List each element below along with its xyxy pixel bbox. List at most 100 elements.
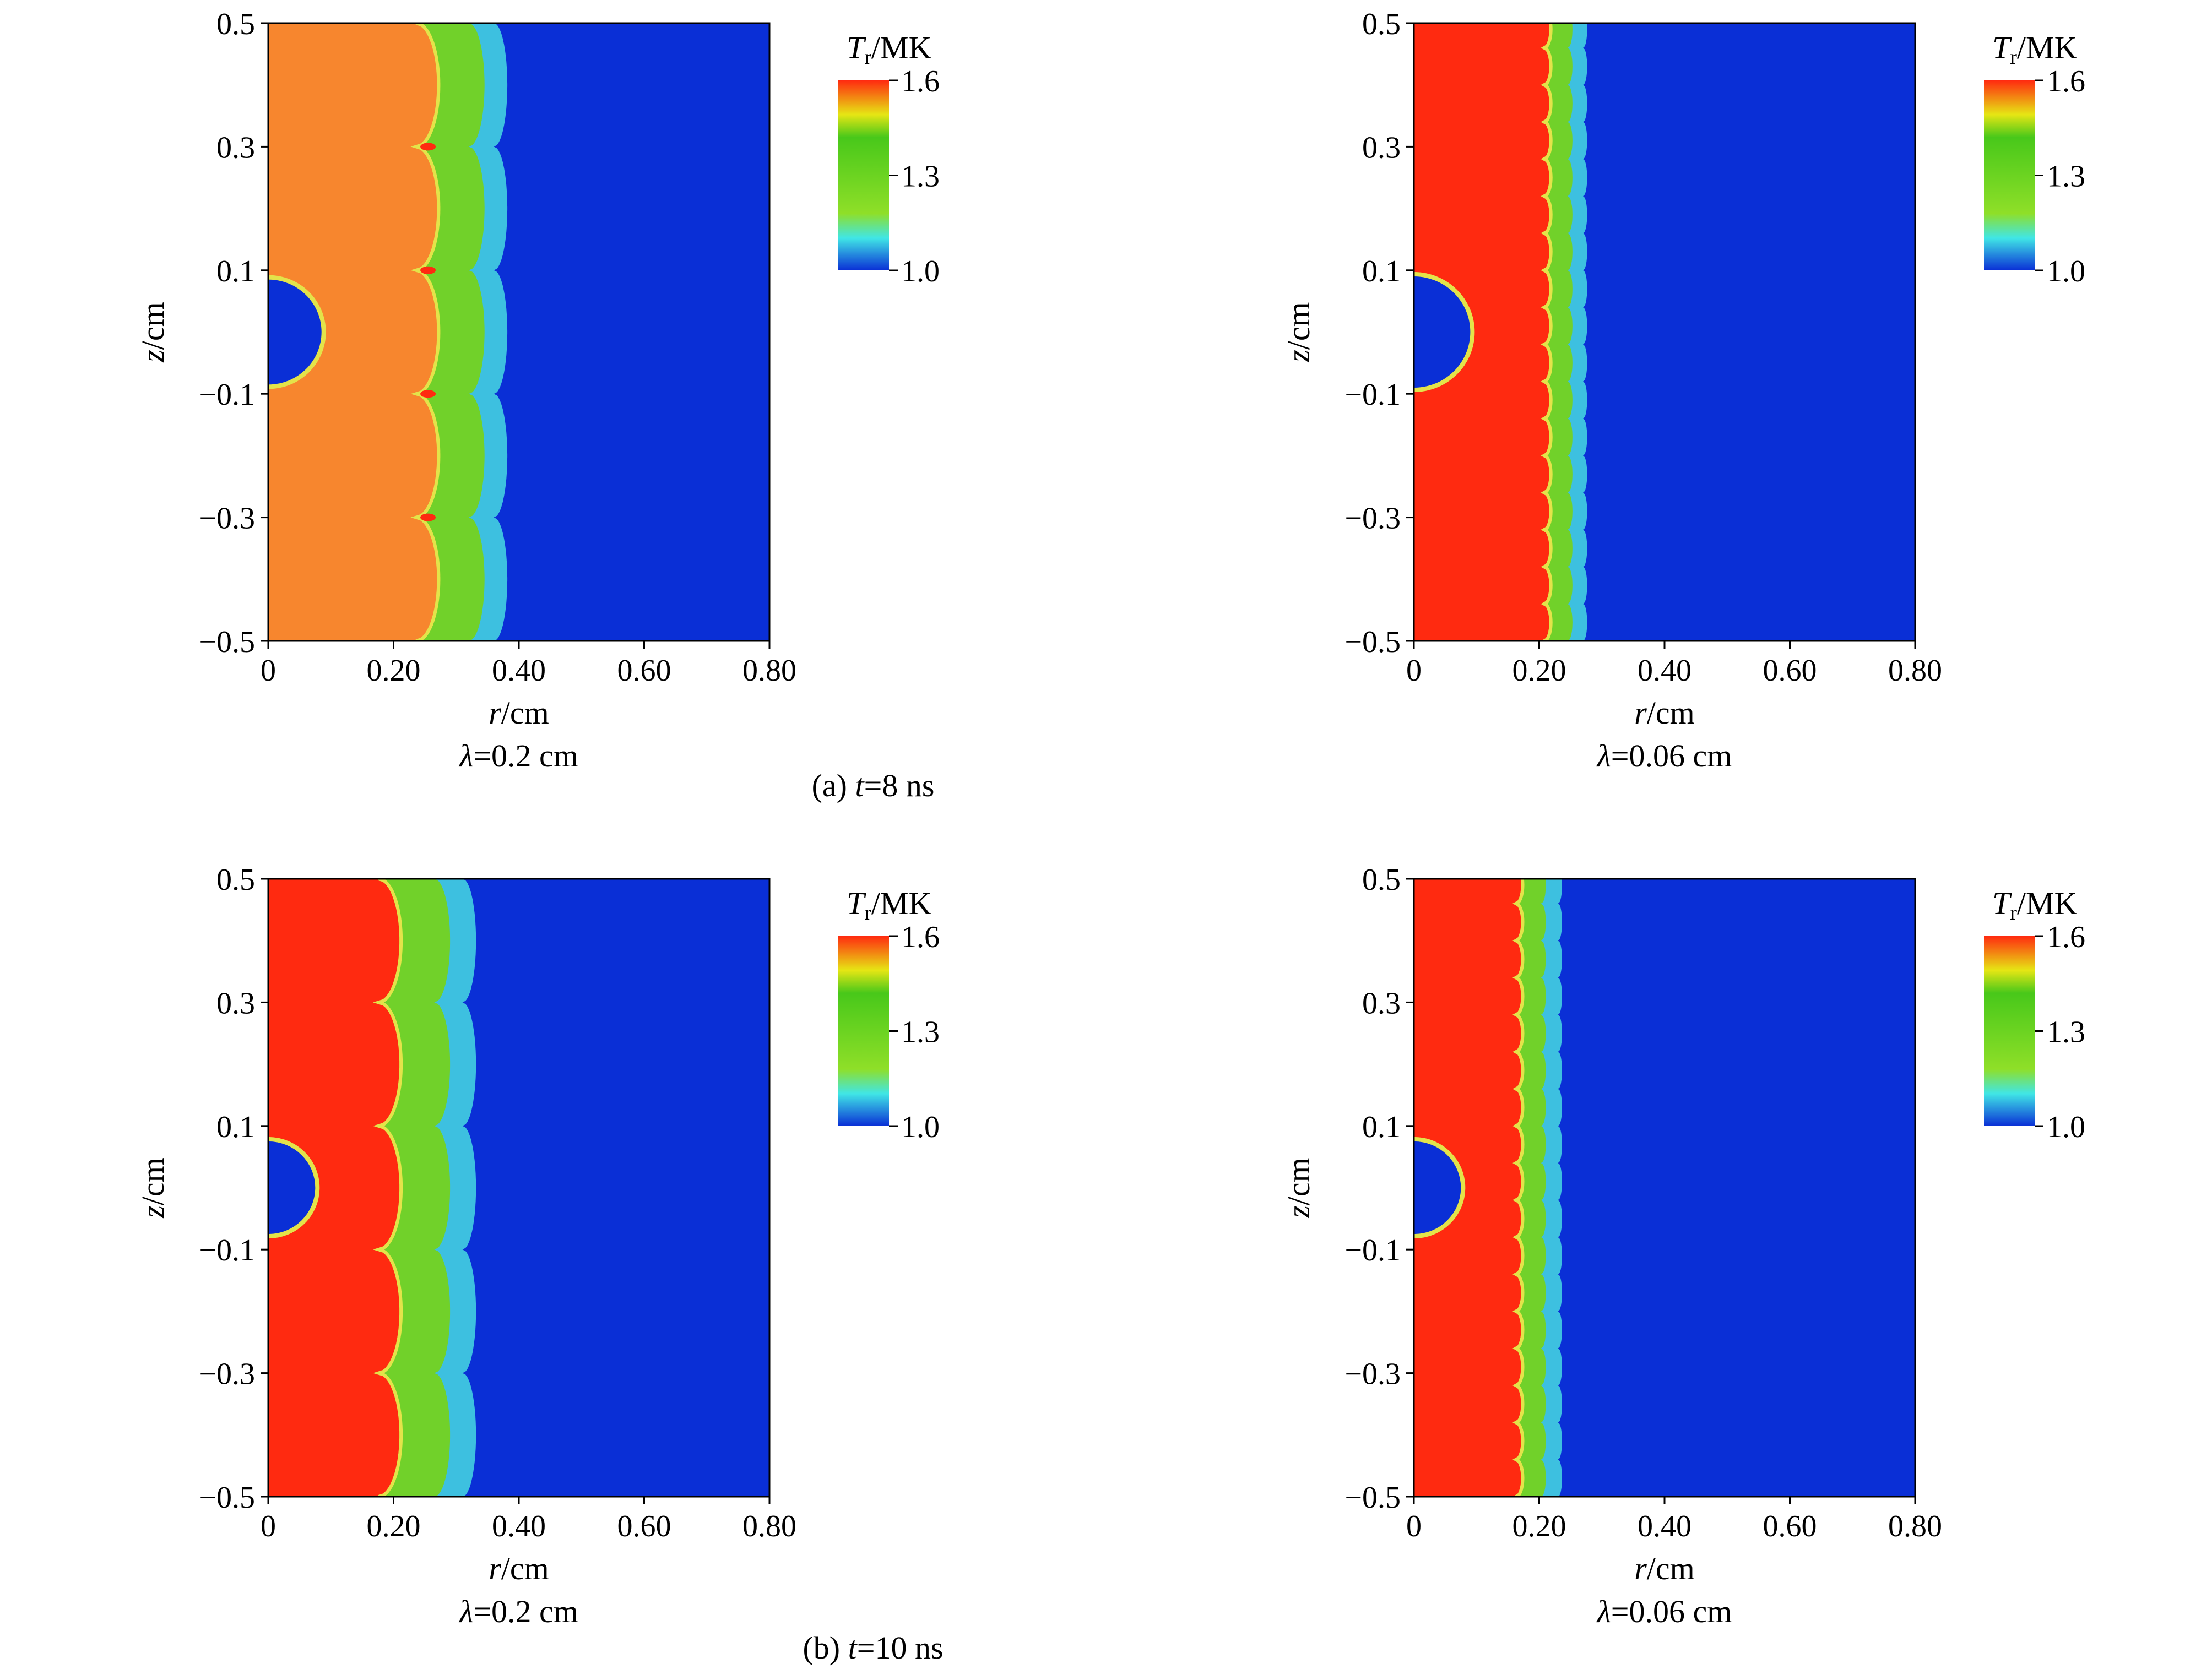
panel-b-right: 0 0.20 0.40 0.60 0.80 0.5 0.3 0.1 −0.1 −0.3 −0.5 r/… (1281, 863, 2085, 1629)
y-axis-label: z/cm (135, 1157, 171, 1219)
lambda-label: λ=0.2 cm (458, 1594, 578, 1629)
colorbar-tick-label: 1.3 (901, 160, 940, 194)
caption-a: (a) t=8 ns (812, 768, 935, 803)
colorbar-tick-label: 1.6 (2047, 64, 2085, 99)
colorbar-tick-label: 1.6 (2047, 920, 2085, 954)
y-tick-label: −0.1 (199, 1233, 255, 1268)
plot-area (1414, 23, 1915, 641)
y-tick-label: −0.1 (199, 378, 255, 412)
y-tick-label: −0.5 (199, 1481, 255, 1515)
y-tick-label: 0.3 (216, 131, 255, 165)
y-tick-label: −0.5 (1344, 625, 1401, 659)
y-tick-label: 0.5 (1362, 7, 1401, 41)
x-tick-label: 0.60 (617, 1509, 671, 1543)
lambda-label: λ=0.06 cm (1596, 738, 1732, 774)
inclusion (268, 1141, 316, 1235)
y-tick-label: 0.1 (216, 1110, 255, 1144)
hot-spot (420, 390, 436, 398)
x-axis-label: r/cm (489, 1551, 549, 1586)
x-tick-label: 0.80 (1888, 1509, 1942, 1543)
panel-b-left: 0 0.20 0.40 0.60 0.80 0.5 0.3 0.1 −0.1 −0.3 −0.5 r/… (135, 863, 940, 1629)
panels: 0 0.20 0.40 0.60 0.80 0.5 0.3 0.1 −0.1 −0.3 −0.5 r/… (135, 7, 2085, 1629)
x-tick-label: 0.40 (1638, 654, 1691, 688)
plot-area (268, 23, 769, 641)
colorbar-tick-label: 1.3 (901, 1015, 940, 1050)
x-tick-label: 0.80 (742, 654, 796, 688)
x-tick-label: 0.20 (367, 1509, 421, 1543)
x-axis-label: r/cm (1634, 1551, 1695, 1586)
colorbar-tick-label: 1.0 (901, 1110, 940, 1144)
x-tick-label: 0.80 (1888, 654, 1942, 688)
x-tick-label: 0.40 (492, 1509, 546, 1543)
colorbar-tick-label: 1.0 (901, 254, 940, 289)
colorbar-title: Tr/MK (1992, 885, 2078, 925)
hot-region (1414, 23, 1551, 641)
hot-spot (420, 143, 436, 151)
x-tick-label: 0 (261, 654, 276, 688)
x-tick-label: 0.20 (367, 654, 421, 688)
hot-region (1414, 879, 1523, 1497)
panel-a-right: 0 0.20 0.40 0.60 0.80 0.5 0.3 0.1 −0.1 −0.3 −0.5 r/… (1281, 7, 2085, 774)
y-axis-label: z/cm (1281, 302, 1316, 363)
x-tick-label: 0.20 (1512, 654, 1566, 688)
x-tick-label: 0 (1406, 1509, 1422, 1543)
colorbar (1984, 936, 2035, 1126)
y-tick-label: −0.5 (199, 625, 255, 659)
caption-b: (b) t=10 ns (803, 1630, 943, 1666)
plot-area (268, 879, 769, 1497)
hot-region (268, 879, 402, 1497)
x-tick-label: 0 (261, 1509, 276, 1543)
y-tick-label: −0.5 (1344, 1481, 1401, 1515)
colorbar-tick-label: 1.6 (901, 920, 940, 954)
panel-a-left: 0 0.20 0.40 0.60 0.80 0.5 0.3 0.1 −0.1 −0.3 −0.5 r/… (135, 7, 940, 774)
hot-spot (420, 266, 436, 274)
colorbar-title: Tr/MK (847, 30, 932, 69)
x-tick-label: 0.60 (617, 654, 671, 688)
y-tick-label: 0.5 (1362, 863, 1401, 897)
y-tick-label: 0.3 (1362, 131, 1401, 165)
x-tick-label: 0.40 (1638, 1509, 1691, 1543)
colorbar (838, 80, 889, 270)
colorbar-tick-label: 1.3 (2047, 1015, 2085, 1050)
y-tick-label: 0.3 (1362, 986, 1401, 1020)
inclusion (1414, 1141, 1461, 1235)
front-edge (372, 879, 403, 1497)
y-tick-label: 0.5 (216, 863, 255, 897)
y-tick-label: 0.3 (216, 986, 255, 1020)
colorbar (838, 936, 889, 1126)
y-axis-label: z/cm (135, 302, 171, 363)
x-tick-label: 0.20 (1512, 1509, 1566, 1543)
y-tick-label: −0.3 (199, 502, 255, 536)
plot-area (1414, 879, 1915, 1497)
lambda-label: λ=0.2 cm (458, 738, 578, 774)
colorbar-tick-label: 1.0 (2047, 254, 2085, 289)
x-tick-label: 0 (1406, 654, 1422, 688)
y-tick-label: −0.1 (1344, 1233, 1401, 1268)
colorbar-title: Tr/MK (847, 885, 932, 925)
x-tick-label: 0.60 (1763, 1509, 1817, 1543)
x-tick-label: 0.80 (742, 1509, 796, 1543)
y-tick-label: 0.5 (216, 7, 255, 41)
y-tick-label: 0.1 (216, 254, 255, 289)
front-edge (410, 23, 441, 641)
hot-spot (420, 513, 436, 521)
y-tick-label: −0.3 (199, 1357, 255, 1391)
y-tick-label: −0.3 (1344, 1357, 1401, 1391)
x-axis-label: r/cm (1634, 695, 1695, 731)
colorbar-tick-label: 1.3 (2047, 160, 2085, 194)
x-tick-label: 0.60 (1763, 654, 1817, 688)
y-axis-label: z/cm (1281, 1157, 1316, 1219)
y-tick-label: 0.1 (1362, 1110, 1401, 1144)
front-edge (1541, 23, 1553, 641)
lambda-label: λ=0.06 cm (1596, 1594, 1732, 1629)
x-axis-label: r/cm (489, 695, 549, 731)
inclusion (1414, 276, 1471, 388)
inclusion (268, 279, 322, 385)
y-tick-label: 0.1 (1362, 254, 1401, 289)
colorbar (1984, 80, 2035, 270)
front-edge (1512, 879, 1525, 1497)
hot-region (268, 23, 439, 641)
x-tick-label: 0.40 (492, 654, 546, 688)
colorbar-tick-label: 1.6 (901, 64, 940, 99)
